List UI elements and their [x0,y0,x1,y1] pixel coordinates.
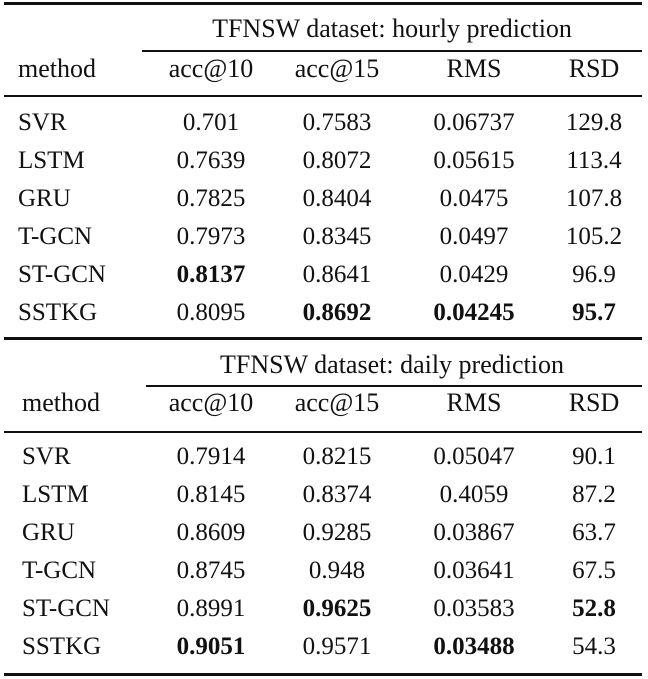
table-cell-acc10: 0.9051 [176,633,246,660]
table-cell-rms: 0.05047 [433,443,515,470]
cmid-rule [142,50,642,52]
column-header-method: method [18,54,96,83]
table-cell-rsd: 67.5 [572,557,616,584]
bottom-rule [4,673,642,676]
table-cell-rsd: 54.3 [572,633,616,660]
table-cell-rms: 0.03641 [433,557,515,584]
table-cell-rms: 0.05615 [433,147,515,174]
table-cell-rms: 0.06737 [433,109,515,136]
table-cell-method: ST-GCN [22,595,110,622]
bottom-rule [4,337,642,340]
table-cell-rms: 0.03488 [433,633,515,660]
table-cell-method: SVR [22,443,71,470]
table-cell-rms: 0.0475 [439,185,509,212]
column-header-rms: RMS [446,54,502,83]
table-cell-rsd: 105.2 [565,223,623,250]
table-cell-method: LSTM [18,147,85,174]
table-cell-acc15: 0.948 [308,557,366,584]
column-header-acc15: acc@15 [294,54,380,83]
table-cell-rsd: 63.7 [572,519,616,546]
table-cell-acc15: 0.7583 [302,109,372,136]
table-cell-rsd: 107.8 [565,185,623,212]
table-cell-rsd: 113.4 [566,147,622,174]
mid-rule [4,431,642,433]
table-cell-acc10: 0.8745 [176,557,246,584]
table-cell-rsd: 52.8 [572,595,616,622]
table-cell-rms: 0.03583 [433,595,515,622]
table-cell-rms: 0.0429 [439,261,509,288]
table-cell-acc15: 0.9625 [302,595,372,622]
table-cell-method: ST-GCN [18,261,106,288]
column-header-rms: RMS [446,388,502,417]
column-header-acc10: acc@10 [168,388,254,417]
table-cell-method: GRU [18,185,71,212]
table-cell-method: GRU [22,519,75,546]
cmid-rule [146,385,642,387]
table-cell-rsd: 95.7 [572,299,616,326]
column-header-acc10: acc@10 [168,54,254,83]
table-cell-acc15: 0.9571 [302,633,372,660]
table-cell-acc15: 0.8692 [302,299,372,326]
table-caption: TFNSW dataset: daily prediction [220,350,564,379]
table-cell-rsd: 96.9 [572,261,616,288]
table-cell-acc15: 0.8374 [302,481,372,508]
table-caption: TFNSW dataset: hourly prediction [212,14,572,43]
table-cell-acc15: 0.8345 [302,223,372,250]
table-cell-method: SSTKG [18,299,98,326]
table-cell-method: T-GCN [18,223,93,250]
column-header-method: method [22,388,100,417]
table-cell-acc15: 0.8215 [302,443,372,470]
table-cell-method: T-GCN [22,557,97,584]
table-cell-rsd: 90.1 [572,443,616,470]
table-cell-method: SVR [18,109,67,136]
table-cell-acc10: 0.8991 [176,595,246,622]
table-cell-acc10: 0.8145 [176,481,246,508]
table-cell-acc10: 0.7639 [176,147,246,174]
table-cell-acc10: 0.8137 [176,261,246,288]
column-header-rsd: RSD [568,388,620,417]
table-cell-rms: 0.03867 [433,519,515,546]
top-rule [4,2,642,5]
table-cell-acc10: 0.8095 [176,299,246,326]
table-cell-acc10: 0.7973 [176,223,246,250]
table-cell-rms: 0.04245 [433,299,515,326]
table-cell-rms: 0.0497 [439,223,509,250]
table-cell-acc15: 0.8072 [302,147,372,174]
table-cell-acc10: 0.701 [182,109,240,136]
mid-rule [4,95,642,97]
table-cell-acc10: 0.8609 [176,519,246,546]
column-header-rsd: RSD [568,54,620,83]
table-cell-acc15: 0.8641 [302,261,372,288]
table-cell-rsd: 87.2 [572,481,616,508]
table-cell-rsd: 129.8 [565,109,623,136]
table-cell-acc15: 0.9285 [302,519,372,546]
table-cell-acc10: 0.7825 [176,185,246,212]
table-cell-method: SSTKG [22,633,102,660]
table-cell-method: LSTM [22,481,89,508]
column-header-acc15: acc@15 [294,388,380,417]
table-cell-rms: 0.4059 [439,481,509,508]
table-cell-acc10: 0.7914 [176,443,246,470]
table-cell-acc15: 0.8404 [302,185,372,212]
